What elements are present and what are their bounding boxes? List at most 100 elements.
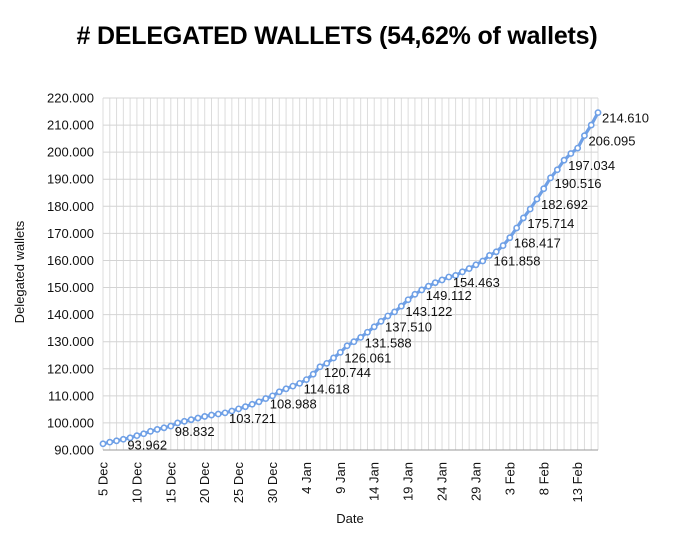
data-point: [282, 385, 290, 393]
x-tick-label: 5 Dec: [96, 462, 111, 496]
y-tick-label: 200.000: [47, 145, 94, 160]
data-label: 168.417: [514, 236, 561, 251]
data-point: [221, 409, 229, 417]
data-point: [357, 333, 365, 341]
data-point: [174, 419, 181, 427]
data-point: [323, 359, 331, 367]
data-point: [472, 261, 480, 269]
data-label: 190.516: [555, 176, 602, 191]
data-point: [99, 440, 107, 448]
data-point: [113, 437, 120, 445]
data-point: [153, 426, 161, 433]
data-label: 175.714: [527, 216, 574, 231]
data-point: [289, 382, 297, 390]
data-point: [336, 348, 344, 356]
data-point: [506, 234, 514, 242]
x-tick-label: 9 Jan: [333, 462, 348, 494]
data-point: [397, 302, 405, 310]
data-point: [445, 273, 453, 281]
data-point: [106, 438, 114, 446]
data-point: [201, 413, 209, 420]
y-tick-label: 220.000: [47, 91, 94, 106]
y-tick-label: 110.000: [48, 388, 94, 403]
data-point: [255, 398, 263, 406]
data-point: [248, 400, 256, 408]
data-point: [553, 166, 561, 174]
data-point: [309, 370, 317, 378]
data-point: [547, 174, 554, 182]
data-point: [262, 395, 270, 402]
data-point: [391, 308, 398, 316]
data-point: [479, 257, 487, 265]
y-tick-label: 160.000: [47, 253, 94, 268]
data-label: 182.692: [541, 197, 588, 212]
data-point: [140, 430, 148, 438]
data-point: [499, 242, 507, 249]
x-axis-label: Date: [336, 511, 363, 526]
x-tick-label: 4 Jan: [299, 462, 314, 494]
y-tick-label: 120.000: [47, 361, 94, 376]
chart-title: # DELEGATED WALLETS (54,62% of wallets): [76, 22, 598, 50]
data-point: [384, 312, 392, 320]
data-label: 154.463: [453, 275, 500, 290]
data-point: [404, 296, 412, 304]
data-point: [465, 265, 473, 272]
x-tick-label: 24 Jan: [435, 462, 450, 501]
data-label: 126.061: [344, 350, 391, 365]
data-point: [431, 279, 439, 287]
data-label: 108.988: [270, 397, 317, 412]
data-point: [560, 156, 568, 164]
y-tick-label: 130.000: [47, 334, 94, 349]
series-points: [99, 109, 602, 448]
data-point: [513, 224, 521, 232]
data-point: [133, 432, 141, 440]
data-point: [275, 388, 283, 396]
data-point: [364, 328, 371, 336]
x-axis-ticks: 5 Dec 10 Dec 15 Dec 20 Dec 25 Dec 30 Dec 4 Jan…: [96, 462, 586, 504]
data-point: [377, 317, 385, 325]
y-tick-label: 100.000: [47, 415, 94, 430]
data-point: [167, 422, 175, 430]
y-tick-label: 210.000: [47, 118, 94, 133]
data-point: [316, 363, 324, 371]
data-point: [241, 403, 249, 411]
data-point: [343, 342, 351, 350]
data-point: [574, 144, 582, 152]
x-tick-label: 19 Jan: [401, 462, 416, 501]
y-axis-ticks: 90.000 100.000 110.000 120.000 130.000 140.00…: [47, 91, 94, 458]
data-point: [350, 338, 358, 346]
data-point: [438, 276, 446, 284]
x-tick-label: 10 Dec: [129, 462, 144, 504]
data-label: 120.744: [324, 365, 371, 380]
data-point: [187, 416, 195, 424]
data-point: [452, 272, 460, 279]
data-point: [418, 286, 426, 294]
data-point: [425, 282, 432, 290]
data-point: [540, 185, 548, 193]
data-label: 98.832: [175, 424, 215, 439]
data-point: [303, 376, 310, 383]
y-tick-label: 90.000: [54, 443, 94, 458]
x-tick-label: 30 Dec: [265, 462, 280, 504]
data-point: [180, 417, 188, 425]
data-label: 114.618: [304, 381, 350, 396]
data-label: 197.034: [568, 158, 615, 173]
data-point: [587, 121, 595, 129]
data-label: 161.858: [494, 253, 541, 268]
data-point: [594, 109, 602, 116]
x-tick-label: 13 Feb: [570, 462, 585, 502]
data-point: [269, 392, 276, 400]
grid: [102, 97, 599, 451]
y-tick-label: 150.000: [47, 280, 94, 295]
data-point: [235, 405, 243, 413]
data-point: [581, 132, 588, 140]
y-tick-label: 140.000: [47, 307, 94, 322]
x-tick-label: 8 Feb: [536, 462, 551, 495]
y-axis-label: Delegated wallets: [12, 220, 27, 323]
x-tick-label: 3 Feb: [502, 462, 517, 495]
data-label: 214.610: [602, 111, 649, 126]
data-point: [520, 214, 527, 222]
data-point: [160, 424, 168, 432]
data-point: [147, 427, 154, 435]
